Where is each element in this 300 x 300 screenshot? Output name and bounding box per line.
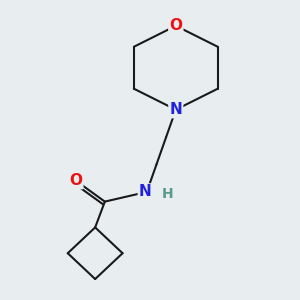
Text: H: H: [162, 187, 174, 200]
Text: O: O: [169, 18, 182, 33]
Text: O: O: [69, 173, 82, 188]
Text: N: N: [139, 184, 152, 200]
Text: N: N: [169, 102, 182, 117]
